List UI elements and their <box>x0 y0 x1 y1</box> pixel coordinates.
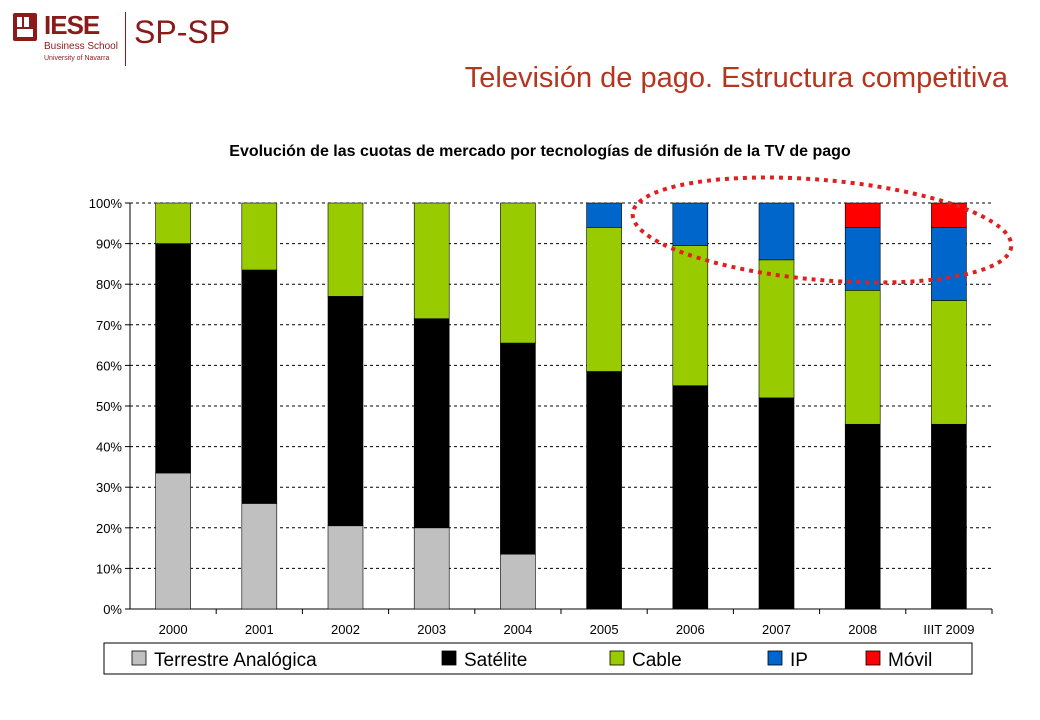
iese-logo: IESE Business School University of Navar… <box>12 8 242 68</box>
highlight-ellipse <box>630 175 1014 285</box>
bar-segment <box>327 525 364 610</box>
x-tick-label: 2001 <box>245 622 274 637</box>
bar-segment <box>931 202 967 228</box>
bar-segment <box>413 318 450 529</box>
x-tick-label: 2008 <box>848 622 877 637</box>
bar-segment <box>327 296 364 527</box>
bar-segment <box>500 202 536 344</box>
y-tick-label: 0% <box>103 602 122 617</box>
x-tick-label: 2003 <box>417 622 446 637</box>
legend-swatch <box>609 650 625 666</box>
bar-segment <box>844 289 881 425</box>
logo-university-text: University of Navarra <box>44 55 110 62</box>
logo-program-text: SP-SP <box>134 14 231 50</box>
bar-segment <box>586 227 622 372</box>
legend-label: IP <box>790 650 808 671</box>
bar-segment <box>758 259 795 399</box>
y-tick-label: 80% <box>96 277 122 292</box>
bar-segment <box>586 202 622 228</box>
x-tick-label: 2004 <box>503 622 532 637</box>
y-tick-label: 90% <box>96 237 122 252</box>
y-tick-label: 100% <box>89 196 123 211</box>
legend-swatch <box>767 650 783 666</box>
logo-iese-text: IESE <box>44 10 100 40</box>
legend-label: Móvil <box>888 650 932 671</box>
x-tick-label: 2005 <box>590 622 619 637</box>
bar-segment <box>931 300 967 425</box>
bar-segment <box>844 202 881 228</box>
bar-segment <box>672 385 709 610</box>
legend-swatch <box>131 650 147 666</box>
y-tick-label: 60% <box>96 358 122 373</box>
logo-divider <box>125 12 126 66</box>
bar-segment <box>155 472 191 610</box>
legend-label: Terrestre Analógica <box>154 650 317 671</box>
x-tick-label: 2007 <box>762 622 791 637</box>
legend-label: Cable <box>632 650 682 671</box>
legend-label: Satélite <box>464 650 527 671</box>
bar-segment <box>155 243 191 474</box>
x-tick-label: 2000 <box>159 622 188 637</box>
y-tick-label: 20% <box>96 521 122 536</box>
y-tick-label: 30% <box>96 480 122 495</box>
x-tick-label: 2006 <box>676 622 705 637</box>
bar-segment <box>672 202 709 246</box>
bar-segment <box>931 227 967 301</box>
bar-segment <box>758 202 795 261</box>
y-tick-label: 50% <box>96 399 122 414</box>
bar-segment <box>413 527 450 610</box>
bar-segment <box>844 423 881 610</box>
shield-icon <box>13 13 37 41</box>
bar-segment <box>241 269 278 504</box>
bar-segment <box>241 202 278 271</box>
bar-segment <box>500 553 536 610</box>
x-tick-label: IIIT 2009 <box>923 622 974 637</box>
bar-segment <box>586 371 622 610</box>
chart-title: Evolución de las cuotas de mercado por t… <box>229 143 851 160</box>
bar-segment <box>500 342 536 555</box>
y-tick-label: 70% <box>96 318 122 333</box>
bar-segment <box>327 202 364 297</box>
legend-swatch <box>865 650 881 666</box>
logo-school-text: Business School <box>44 41 118 52</box>
bar-segment <box>241 503 278 610</box>
bar-segment <box>672 245 709 387</box>
x-tick-label: 2002 <box>331 622 360 637</box>
bar-segment <box>844 227 881 291</box>
bar-segment <box>931 423 967 610</box>
bar-segment <box>413 202 450 320</box>
legend-box <box>103 642 973 675</box>
bar-segment <box>758 397 795 610</box>
y-tick-label: 10% <box>96 561 122 576</box>
y-tick-label: 40% <box>96 440 122 455</box>
legend-swatch <box>441 650 457 666</box>
page-title: Televisión de pago. Estructura competiti… <box>464 62 1008 94</box>
bar-segment <box>155 202 191 244</box>
